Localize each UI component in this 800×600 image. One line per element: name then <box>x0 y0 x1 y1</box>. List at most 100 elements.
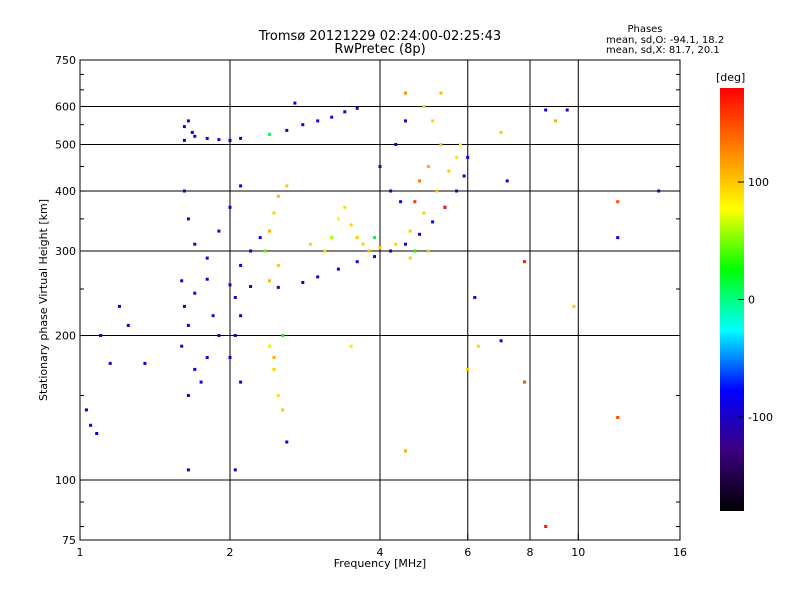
x-mode-point <box>323 249 327 253</box>
x-mode-point <box>476 344 480 348</box>
scatter-points <box>84 91 661 528</box>
o-mode-point <box>431 220 435 224</box>
x-mode-point <box>426 249 430 253</box>
o-mode-point <box>186 394 190 397</box>
chart-subtitle: RwPretec (8p) <box>334 42 425 57</box>
o-mode-point <box>544 108 548 112</box>
y-tick-label: 100 <box>55 474 76 487</box>
o-mode-point <box>455 189 459 193</box>
o-mode-point <box>193 291 197 295</box>
o-mode-point <box>233 296 237 299</box>
x-tick-label: 4 <box>377 546 384 559</box>
x-mode-point <box>272 211 276 215</box>
o-mode-point <box>505 179 509 183</box>
x-mode-point <box>272 356 276 359</box>
o-mode-point <box>89 423 93 427</box>
colorbar-tick-label: -100 <box>748 411 773 424</box>
x-mode-point <box>404 449 407 453</box>
x-mode-point <box>447 169 451 173</box>
o-mode-point <box>657 189 661 193</box>
x-mode-point <box>523 260 526 264</box>
x-mode-point <box>439 91 443 95</box>
x-mode-point <box>276 394 280 397</box>
x-mode-point <box>394 242 398 246</box>
x-mode-point <box>523 380 526 384</box>
o-mode-point <box>336 267 340 271</box>
x-mode-point <box>276 263 280 267</box>
x-mode-point <box>285 184 289 188</box>
y-tick-label: 75 <box>62 534 76 547</box>
y-axis-label: Stationary phase Virtual Height [km] <box>37 199 50 401</box>
x-mode-point <box>336 217 340 221</box>
x-mode-point <box>343 205 347 209</box>
o-mode-point <box>239 184 243 188</box>
grid-lines <box>79 59 681 541</box>
x-mode-point <box>554 119 557 123</box>
o-mode-point <box>186 119 190 123</box>
y-tick-label: 750 <box>55 54 76 67</box>
x-mode-point <box>268 344 271 348</box>
x-tick-label: 8 <box>527 546 534 559</box>
o-mode-point <box>180 344 184 348</box>
o-mode-point <box>186 217 190 221</box>
stats-line-x: mean, sd,X: 81.7, 20.1 <box>606 45 720 56</box>
o-mode-point <box>228 138 232 142</box>
o-mode-point <box>418 232 421 236</box>
x-mode-point <box>616 416 620 419</box>
o-mode-point <box>186 468 190 472</box>
o-mode-point <box>182 125 186 129</box>
y-tick-label: 500 <box>55 139 76 152</box>
x-tick-label: 16 <box>673 546 687 559</box>
o-mode-point <box>126 323 130 327</box>
x-mode-point <box>361 242 365 246</box>
o-mode-point <box>108 361 112 365</box>
x-tick-labels: 1 2 4 6 8 10 16 <box>77 546 688 559</box>
o-mode-point <box>143 361 147 365</box>
o-mode-point <box>466 155 470 159</box>
o-mode-point <box>182 304 186 308</box>
o-mode-point <box>389 249 393 253</box>
x-mode-point <box>413 249 417 253</box>
o-mode-point <box>462 174 466 178</box>
o-mode-point <box>233 468 237 472</box>
o-mode-point <box>565 108 569 112</box>
x-mode-point <box>418 179 421 183</box>
o-mode-point <box>301 281 305 284</box>
o-mode-point <box>193 367 197 371</box>
x-mode-point <box>263 249 267 253</box>
x-tick-label: 1 <box>77 546 84 559</box>
y-tick-label: 200 <box>55 330 76 343</box>
x-mode-point <box>408 229 412 233</box>
colorbar-tick-label: 100 <box>748 176 769 189</box>
o-mode-point <box>258 236 262 240</box>
o-mode-point <box>293 101 297 105</box>
o-mode-point <box>285 440 289 444</box>
o-mode-point <box>389 189 393 193</box>
x-mode-point <box>308 242 312 246</box>
x-mode-point <box>272 367 276 371</box>
o-mode-point <box>228 205 232 209</box>
o-mode-point <box>199 380 203 384</box>
o-mode-point <box>186 323 190 327</box>
o-mode-point <box>217 334 221 337</box>
o-mode-point <box>276 285 280 289</box>
o-mode-point <box>99 334 103 337</box>
o-mode-point <box>239 314 243 318</box>
o-mode-point <box>95 432 99 435</box>
x-mode-point <box>499 130 503 134</box>
x-mode-point <box>439 143 443 146</box>
o-mode-point <box>355 106 359 110</box>
o-mode-point <box>499 339 503 343</box>
o-mode-point <box>394 143 398 146</box>
o-mode-point <box>205 136 209 140</box>
o-mode-point <box>182 138 186 142</box>
o-mode-point <box>399 200 403 204</box>
o-mode-point <box>301 123 305 127</box>
o-mode-point <box>316 119 320 123</box>
o-mode-point <box>217 138 221 142</box>
o-mode-point <box>355 260 359 264</box>
o-mode-point <box>249 249 253 253</box>
y-tick-labels: 75 100 200 300 400 500 600 750 <box>55 54 76 547</box>
o-mode-point <box>193 134 197 138</box>
x-mode-point <box>572 304 576 308</box>
